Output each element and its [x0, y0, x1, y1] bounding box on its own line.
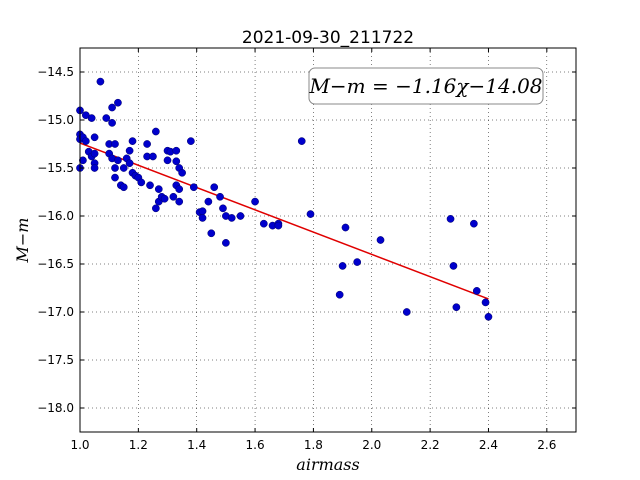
data-point — [96, 77, 105, 86]
data-point — [338, 262, 347, 270]
x-tick-label: 1.6 — [246, 438, 265, 452]
x-tick-label: 2.4 — [479, 438, 498, 452]
data-point — [353, 258, 362, 266]
x-tick-label: 2.0 — [362, 438, 381, 452]
data-point — [274, 221, 283, 230]
data-point — [452, 303, 461, 312]
y-tick-label: −18.0 — [37, 401, 74, 415]
data-point — [154, 185, 163, 193]
fit-line — [79, 142, 489, 300]
data-point — [472, 287, 481, 295]
y-tick-label: −17.0 — [37, 305, 74, 319]
x-tick-label: 2.2 — [421, 438, 440, 452]
data-point — [143, 140, 151, 148]
data-point — [108, 119, 116, 127]
data-point — [111, 173, 119, 182]
data-points — [76, 77, 493, 321]
y-tick-label: −16.0 — [37, 209, 74, 223]
x-tick-label: 1.4 — [187, 438, 206, 452]
data-point — [484, 312, 493, 321]
data-point — [210, 183, 219, 192]
data-point — [90, 133, 99, 142]
data-point — [306, 210, 315, 218]
ticks: 1.0 1.2 1.4 1.6 1.8 2.0 2.2 2.4 2.6 −14.5 −15.0 −15… — [37, 48, 576, 452]
y-tick-label: −17.5 — [37, 353, 74, 367]
data-point — [160, 194, 169, 203]
data-point — [111, 140, 119, 148]
data-point — [114, 98, 122, 107]
data-point — [227, 214, 236, 222]
data-point — [222, 239, 230, 247]
data-point — [137, 178, 146, 187]
data-point — [125, 159, 134, 168]
plot-frame — [79, 47, 577, 433]
data-point — [152, 127, 160, 136]
data-point — [376, 236, 385, 244]
data-point — [446, 215, 455, 223]
data-point — [125, 146, 134, 155]
data-point — [128, 137, 137, 145]
data-point — [449, 262, 458, 270]
data-point — [187, 137, 195, 145]
fit-line-group — [79, 142, 489, 300]
data-point — [198, 207, 207, 216]
data-point — [81, 137, 90, 145]
y-tick-label: −15.0 — [37, 113, 74, 127]
data-point — [219, 204, 227, 213]
x-tick-label: 1.0 — [70, 438, 89, 452]
data-point — [119, 164, 128, 172]
data-point — [251, 197, 259, 206]
data-point — [297, 137, 306, 145]
y-tick-label: −16.5 — [37, 257, 74, 271]
data-point — [198, 214, 207, 222]
data-point — [90, 164, 99, 172]
x-axis-label: airmass — [296, 455, 359, 474]
data-point — [152, 204, 160, 213]
y-axis-label: M−m — [13, 218, 32, 264]
data-point — [119, 183, 128, 192]
data-point — [146, 181, 154, 190]
data-point — [470, 219, 478, 228]
data-point — [172, 146, 181, 155]
data-point — [169, 192, 178, 201]
data-point — [111, 164, 119, 172]
data-point — [204, 197, 213, 206]
data-point — [163, 156, 172, 165]
data-point — [207, 229, 216, 238]
x-tick-label: 1.8 — [304, 438, 323, 452]
data-point — [175, 185, 184, 193]
data-point — [149, 152, 157, 161]
data-point — [259, 219, 268, 228]
data-point — [108, 103, 116, 112]
legend-box: M−m = −1.16χ−14.08 — [308, 67, 544, 105]
data-point — [178, 168, 186, 177]
data-point — [114, 156, 122, 165]
data-point — [481, 298, 490, 307]
data-point — [335, 290, 344, 299]
legend-frame — [308, 67, 544, 105]
y-tick-label: −14.5 — [37, 65, 74, 79]
x-tick-label: 2.6 — [537, 438, 556, 452]
data-point — [87, 114, 96, 122]
y-tick-label: −15.5 — [37, 161, 74, 175]
plot-background — [80, 48, 576, 432]
fit-equation: M−m = −1.16χ−14.08 — [308, 74, 542, 98]
data-point — [402, 308, 411, 316]
data-point — [175, 197, 184, 206]
data-point — [216, 192, 224, 201]
data-point — [90, 149, 99, 158]
data-point — [102, 114, 111, 122]
data-point — [341, 223, 350, 232]
data-point — [79, 156, 87, 165]
data-point — [236, 212, 245, 220]
data-point — [189, 183, 198, 192]
chart-title: 2021-09-30_211722 — [242, 28, 414, 48]
x-tick-label: 1.2 — [129, 438, 148, 452]
data-point — [172, 157, 181, 166]
